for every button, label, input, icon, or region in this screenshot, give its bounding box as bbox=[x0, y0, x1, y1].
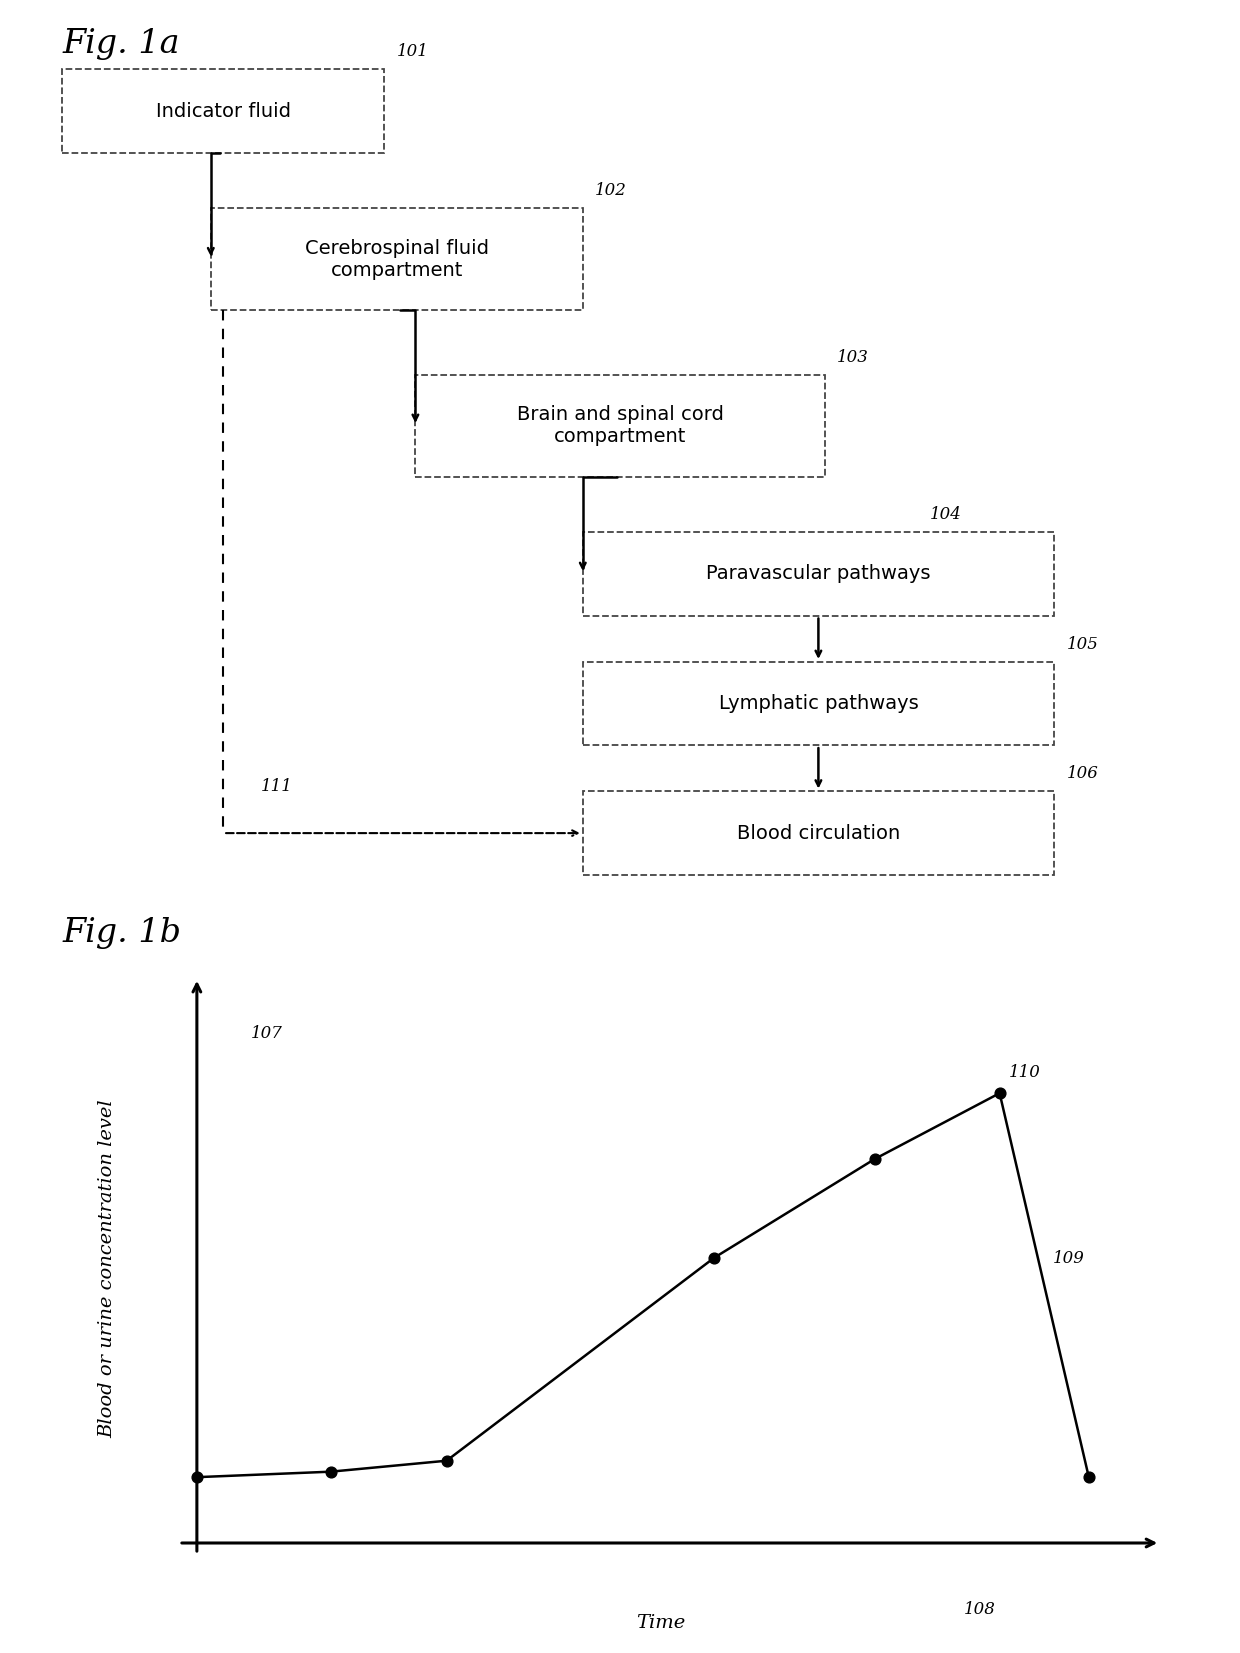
Text: 109: 109 bbox=[1053, 1250, 1085, 1268]
Text: 106: 106 bbox=[1066, 765, 1099, 782]
Text: 107: 107 bbox=[250, 1025, 283, 1043]
Text: 103: 103 bbox=[837, 349, 869, 365]
Text: 108: 108 bbox=[963, 1602, 996, 1618]
Text: Cerebrospinal fluid
compartment: Cerebrospinal fluid compartment bbox=[305, 238, 489, 279]
Text: 104: 104 bbox=[930, 506, 962, 522]
Point bbox=[990, 1079, 1009, 1106]
Point bbox=[187, 1465, 207, 1491]
Text: 105: 105 bbox=[1066, 636, 1099, 653]
Text: Paravascular pathways: Paravascular pathways bbox=[706, 564, 931, 584]
Text: Fig. 1a: Fig. 1a bbox=[62, 28, 180, 60]
Text: 101: 101 bbox=[397, 43, 429, 60]
Text: Fig. 1b: Fig. 1b bbox=[62, 917, 181, 949]
Point bbox=[436, 1448, 456, 1474]
Text: 102: 102 bbox=[595, 182, 627, 198]
Text: 111: 111 bbox=[260, 779, 293, 795]
FancyBboxPatch shape bbox=[211, 208, 583, 311]
FancyBboxPatch shape bbox=[62, 69, 384, 152]
FancyBboxPatch shape bbox=[415, 375, 825, 476]
Text: Lymphatic pathways: Lymphatic pathways bbox=[718, 694, 919, 712]
Point bbox=[321, 1458, 341, 1484]
Text: 110: 110 bbox=[1008, 1065, 1040, 1081]
FancyBboxPatch shape bbox=[583, 532, 1054, 615]
Text: Blood or urine concentration level: Blood or urine concentration level bbox=[99, 1099, 117, 1438]
FancyBboxPatch shape bbox=[583, 792, 1054, 874]
Text: Time: Time bbox=[636, 1615, 686, 1632]
Point bbox=[864, 1146, 884, 1172]
Point bbox=[704, 1245, 724, 1271]
FancyBboxPatch shape bbox=[583, 661, 1054, 746]
Text: Brain and spinal cord
compartment: Brain and spinal cord compartment bbox=[517, 405, 723, 446]
Point bbox=[1079, 1465, 1099, 1491]
Text: Blood circulation: Blood circulation bbox=[737, 823, 900, 843]
Text: Indicator fluid: Indicator fluid bbox=[156, 101, 290, 121]
